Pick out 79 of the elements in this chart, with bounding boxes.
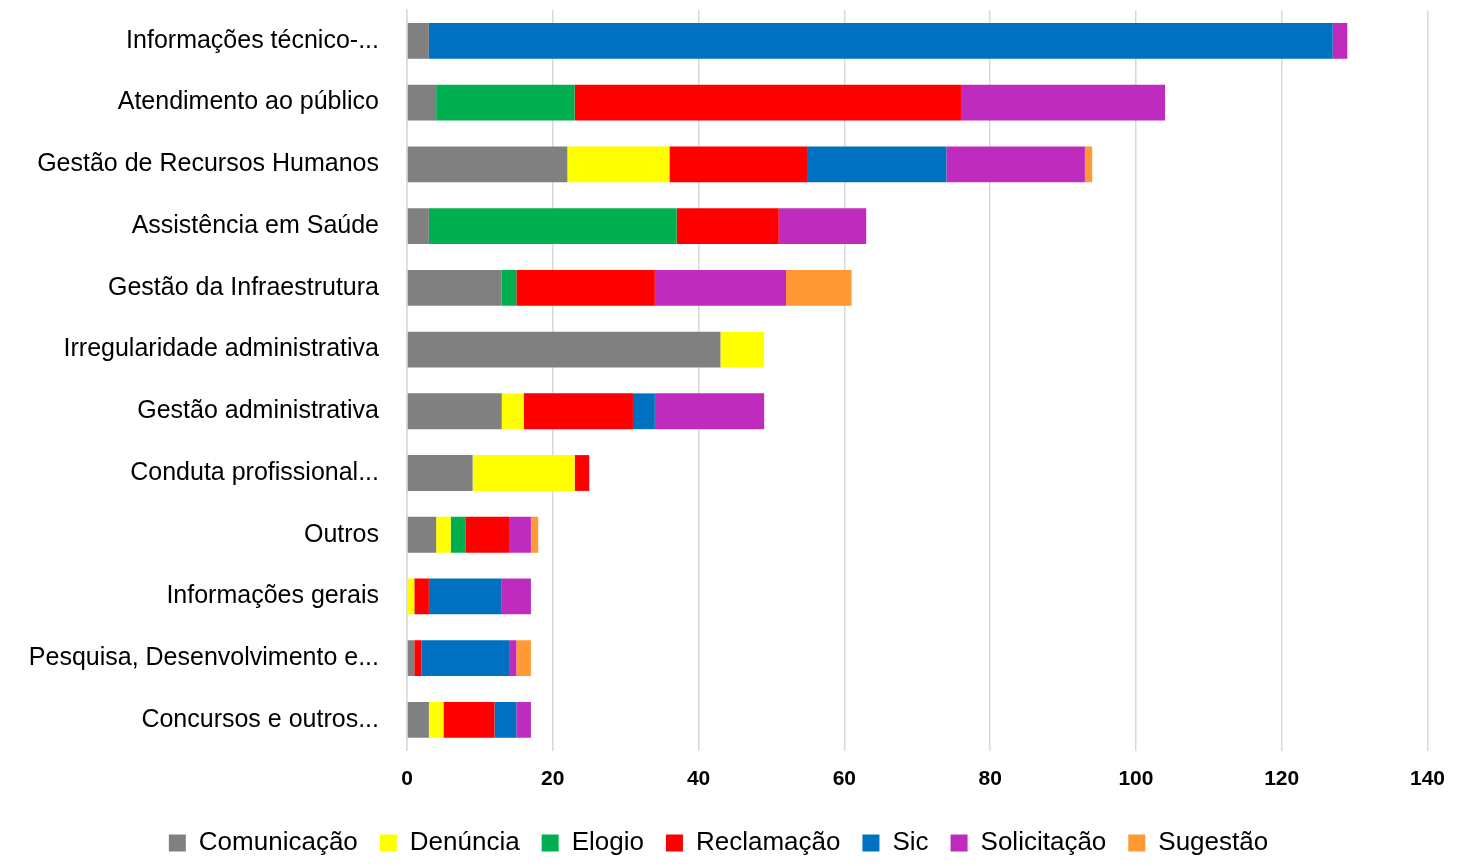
bar (501, 393, 524, 430)
bar (428, 208, 677, 244)
x-tick-label: 80 (978, 766, 1002, 790)
bar (1084, 146, 1093, 183)
bar (414, 578, 429, 615)
bar (407, 22, 429, 59)
legend-label: Sugestão (1158, 826, 1269, 857)
bar (465, 516, 510, 553)
bar (632, 393, 655, 430)
bar (436, 516, 451, 553)
bar (407, 146, 568, 183)
bar (501, 269, 517, 306)
bar (407, 331, 721, 368)
bar (516, 640, 531, 677)
bar (516, 702, 531, 738)
bar (654, 393, 765, 430)
bar (407, 640, 415, 677)
bar (516, 269, 655, 306)
legend-label: Elogio (571, 826, 644, 857)
legend-label: Sic (892, 826, 929, 857)
bar (407, 455, 473, 491)
bar (407, 393, 502, 430)
legend-label: Comunicação (198, 826, 358, 857)
bar (407, 208, 429, 244)
x-tick-label: 60 (832, 766, 857, 790)
y-tick-label: Concursos e outros... (141, 703, 379, 732)
y-tick-label: Outros (303, 518, 379, 547)
bar (567, 146, 670, 183)
bar (450, 516, 466, 553)
bar (807, 146, 947, 183)
x-tick-label: 100 (1118, 766, 1154, 790)
y-tick-label: Informações técnico-... (126, 24, 379, 53)
y-tick-label: Atendimento ao público (117, 86, 379, 115)
y-tick-label: Pesquisa, Desenvolvimento e... (28, 642, 379, 671)
bar (574, 455, 590, 491)
bar (509, 516, 531, 553)
x-tick-label: 20 (541, 766, 565, 790)
bar (669, 146, 808, 183)
bar (428, 22, 1333, 59)
bar (676, 208, 779, 244)
bar (778, 208, 867, 244)
bar (428, 578, 502, 615)
bar (443, 702, 495, 738)
bar (509, 640, 517, 677)
bar (407, 578, 415, 615)
bar (946, 146, 1085, 183)
bar (414, 640, 422, 677)
bar (530, 516, 539, 553)
x-tick-label: 120 (1264, 766, 1300, 790)
bar (407, 702, 429, 738)
y-tick-label: Assistência em Saúde (131, 209, 379, 238)
legend-label: Denúncia (409, 826, 521, 857)
bar (574, 84, 961, 121)
bar (407, 269, 502, 306)
bar (494, 702, 517, 738)
bar (472, 455, 575, 491)
y-tick-label: Gestão administrativa (137, 395, 380, 424)
y-tick-label: Informações gerais (166, 580, 379, 609)
legend-label: Solicitação (980, 826, 1107, 857)
bar (436, 84, 575, 121)
bar (421, 640, 510, 677)
bar (523, 393, 633, 430)
bar (960, 84, 1166, 121)
x-tick-label: 140 (1409, 766, 1445, 790)
bar (654, 269, 787, 306)
bar (428, 702, 444, 738)
bar (786, 269, 852, 306)
legend-label: Reclamação (695, 826, 841, 857)
x-tick-label: 0 (401, 766, 413, 790)
y-tick-label: Gestão de Recursos Humanos (37, 148, 379, 177)
x-tick-label: 40 (686, 766, 711, 790)
y-tick-label: Conduta profissional... (130, 456, 379, 485)
y-tick-label: Gestão da Infraestrutura (108, 271, 380, 300)
bar (407, 516, 437, 553)
y-tick-label: Irregularidade administrativa (63, 333, 380, 362)
bar (1332, 22, 1348, 59)
bar (501, 578, 531, 615)
bar (407, 84, 437, 121)
bar (720, 331, 765, 368)
